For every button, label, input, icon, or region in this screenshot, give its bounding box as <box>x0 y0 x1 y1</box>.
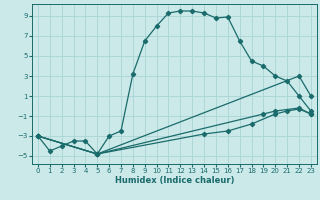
X-axis label: Humidex (Indice chaleur): Humidex (Indice chaleur) <box>115 176 234 185</box>
